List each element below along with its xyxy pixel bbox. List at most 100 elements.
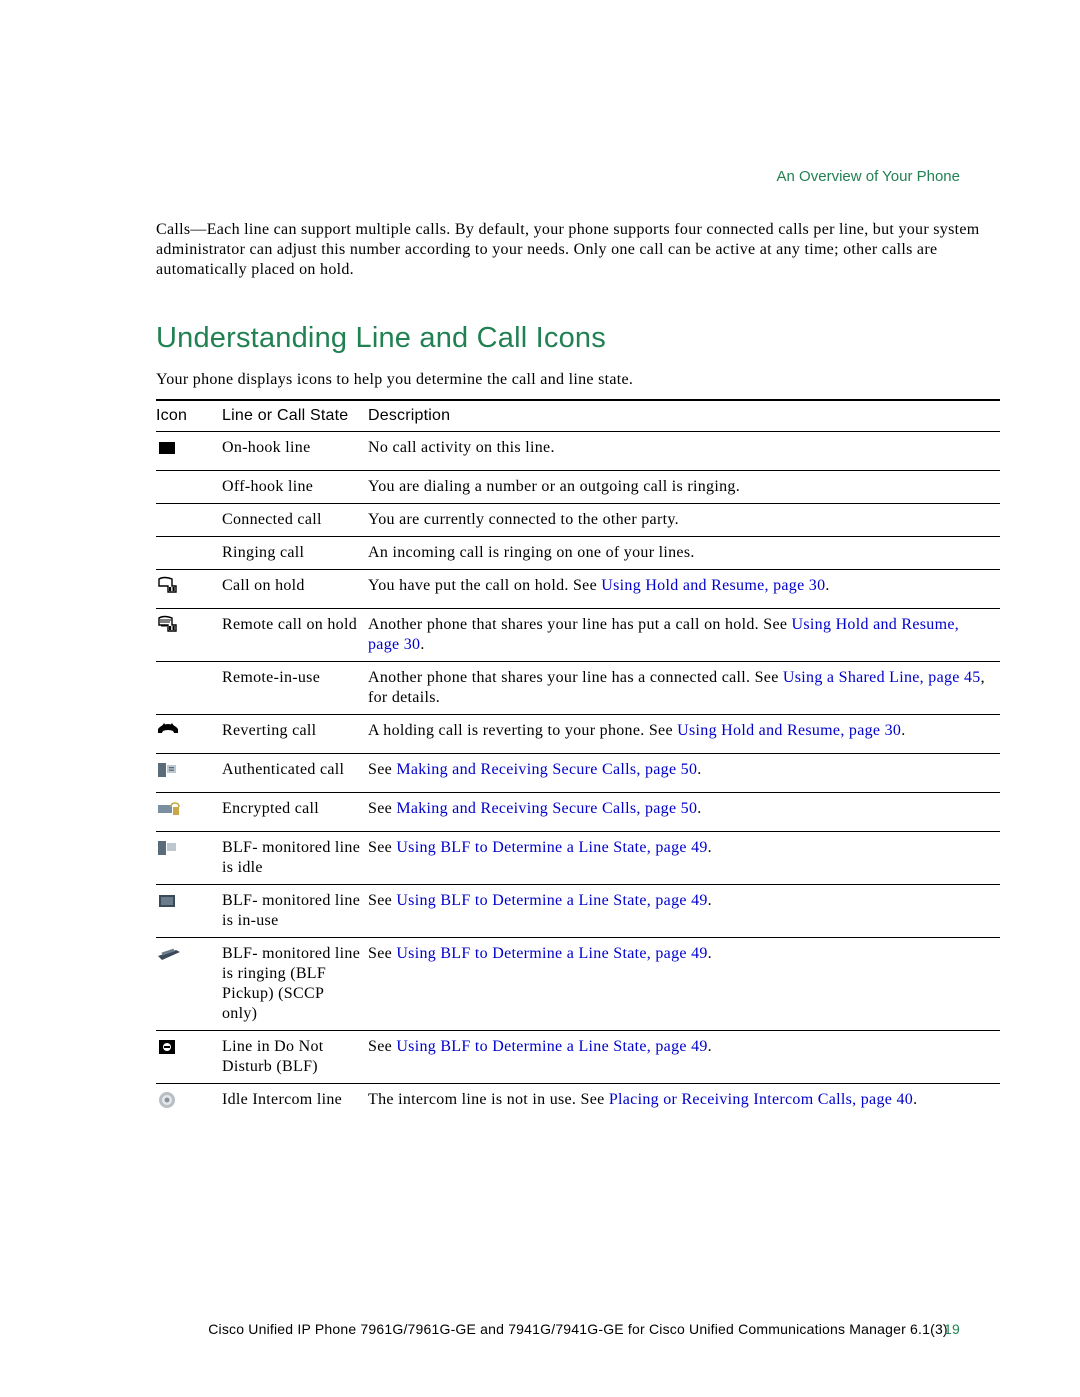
table-row: Connected callYou are currently connecte…	[156, 504, 1000, 537]
blf-ringing-icon	[156, 944, 182, 964]
row-description: A holding call is reverting to your phon…	[368, 715, 1000, 754]
table-row: Idle Intercom lineThe intercom line is n…	[156, 1084, 1000, 1123]
table-row: Remote call on holdAnother phone that sh…	[156, 609, 1000, 662]
row-state: Call on hold	[222, 570, 368, 609]
encrypted-icon	[156, 799, 182, 819]
desc-cross-reference-link[interactable]: Using BLF to Determine a Line State, pag…	[396, 892, 707, 909]
row-icon-cell	[156, 471, 222, 504]
col-header-desc: Description	[368, 400, 1000, 432]
row-icon-cell	[156, 715, 222, 754]
remote-hold-icon	[156, 615, 182, 635]
intercom-idle-icon	[156, 1090, 182, 1110]
auth-icon	[156, 760, 182, 780]
desc-text-post: .	[825, 577, 829, 594]
row-state: Off-hook line	[222, 471, 368, 504]
table-row: Call on holdYou have put the call on hol…	[156, 570, 1000, 609]
row-state: Idle Intercom line	[222, 1084, 368, 1123]
row-state: Reverting call	[222, 715, 368, 754]
footer-page-number: 19	[944, 1321, 960, 1337]
hold-icon	[156, 576, 182, 596]
table-row: Encrypted callSee Making and Receiving S…	[156, 793, 1000, 832]
row-icon-cell	[156, 570, 222, 609]
row-icon-cell	[156, 662, 222, 715]
desc-text: You have put the call on hold. See	[368, 577, 601, 594]
row-icon-cell	[156, 609, 222, 662]
desc-text: No call activity on this line.	[368, 439, 555, 456]
footer-text: Cisco Unified IP Phone 7961G/7961G-GE an…	[208, 1321, 948, 1337]
desc-text-post: .	[697, 800, 701, 817]
desc-text: See	[368, 839, 396, 856]
desc-cross-reference-link[interactable]: Using BLF to Determine a Line State, pag…	[396, 945, 707, 962]
table-row: BLF- monitored line is idleSee Using BLF…	[156, 832, 1000, 885]
col-header-icon: Icon	[156, 400, 222, 432]
row-description: You have put the call on hold. See Using…	[368, 570, 1000, 609]
table-row: Line in Do Not Disturb (BLF)See Using BL…	[156, 1031, 1000, 1084]
row-state: Encrypted call	[222, 793, 368, 832]
section-heading: Understanding Line and Call Icons	[156, 322, 1000, 355]
row-state: Connected call	[222, 504, 368, 537]
row-description: Another phone that shares your line has …	[368, 609, 1000, 662]
blf-idle-icon	[156, 838, 182, 858]
desc-cross-reference-link[interactable]: Using a Shared Line, page 45	[783, 669, 981, 686]
desc-cross-reference-link[interactable]: Making and Receiving Secure Calls, page …	[396, 800, 697, 817]
table-row: On-hook lineNo call activity on this lin…	[156, 432, 1000, 471]
desc-text: You are dialing a number or an outgoing …	[368, 478, 740, 495]
row-icon-cell	[156, 832, 222, 885]
row-description: No call activity on this line.	[368, 432, 1000, 471]
row-icon-cell	[156, 504, 222, 537]
desc-text-post: .	[708, 839, 712, 856]
row-state: BLF- monitored line is ringing (BLF Pick…	[222, 938, 368, 1031]
row-description: The intercom line is not in use. See Pla…	[368, 1084, 1000, 1123]
row-description: See Using BLF to Determine a Line State,…	[368, 832, 1000, 885]
desc-cross-reference-link[interactable]: Using Hold and Resume, page 30	[601, 577, 825, 594]
table-row: Reverting callA holding call is revertin…	[156, 715, 1000, 754]
desc-text-post: .	[901, 722, 905, 739]
desc-text: A holding call is reverting to your phon…	[368, 722, 677, 739]
row-state: Remote call on hold	[222, 609, 368, 662]
header-section-link[interactable]: An Overview of Your Phone	[777, 168, 960, 185]
row-state: Authenticated call	[222, 754, 368, 793]
row-icon-cell	[156, 885, 222, 938]
row-state: Line in Do Not Disturb (BLF)	[222, 1031, 368, 1084]
row-description: Another phone that shares your line has …	[368, 662, 1000, 715]
table-row: BLF- monitored line is ringing (BLF Pick…	[156, 938, 1000, 1031]
desc-text: See	[368, 800, 396, 817]
desc-text: See	[368, 761, 396, 778]
icon-table: Icon Line or Call State Description On-h…	[156, 399, 1000, 1122]
row-description: See Making and Receiving Secure Calls, p…	[368, 793, 1000, 832]
desc-text: See	[368, 1038, 396, 1055]
lead-paragraph: Calls—Each line can support multiple cal…	[156, 220, 1000, 280]
desc-text-post: .	[708, 945, 712, 962]
desc-cross-reference-link[interactable]: Making and Receiving Secure Calls, page …	[396, 761, 697, 778]
desc-text: An incoming call is ringing on one of yo…	[368, 544, 695, 561]
table-row: Remote-in-useAnother phone that shares y…	[156, 662, 1000, 715]
desc-cross-reference-link[interactable]: Using BLF to Determine a Line State, pag…	[396, 839, 707, 856]
col-header-state: Line or Call State	[222, 400, 368, 432]
row-state: BLF- monitored line is idle	[222, 832, 368, 885]
desc-text-post: .	[913, 1091, 917, 1108]
desc-text-post: .	[420, 636, 424, 653]
table-row: Off-hook lineYou are dialing a number or…	[156, 471, 1000, 504]
intro-text: Your phone displays icons to help you de…	[156, 371, 1000, 389]
row-description: You are dialing a number or an outgoing …	[368, 471, 1000, 504]
table-header-row: Icon Line or Call State Description	[156, 400, 1000, 432]
desc-text-post: .	[697, 761, 701, 778]
desc-text: The intercom line is not in use. See	[368, 1091, 609, 1108]
page-footer: Cisco Unified IP Phone 7961G/7961G-GE an…	[156, 1321, 1000, 1337]
desc-text-post: .	[708, 1038, 712, 1055]
row-state: BLF- monitored line is in-use	[222, 885, 368, 938]
row-icon-cell	[156, 432, 222, 471]
desc-cross-reference-link[interactable]: Using BLF to Determine a Line State, pag…	[396, 1038, 707, 1055]
desc-cross-reference-link[interactable]: Using Hold and Resume, page 30	[677, 722, 901, 739]
desc-text: Another phone that shares your line has …	[368, 669, 783, 686]
row-description: You are currently connected to the other…	[368, 504, 1000, 537]
table-row: Authenticated callSee Making and Receivi…	[156, 754, 1000, 793]
desc-text: See	[368, 945, 396, 962]
row-icon-cell	[156, 938, 222, 1031]
row-description: See Making and Receiving Secure Calls, p…	[368, 754, 1000, 793]
row-icon-cell	[156, 1084, 222, 1123]
row-description: See Using BLF to Determine a Line State,…	[368, 885, 1000, 938]
row-icon-cell	[156, 754, 222, 793]
desc-text: You are currently connected to the other…	[368, 511, 679, 528]
desc-cross-reference-link[interactable]: Placing or Receiving Intercom Calls, pag…	[609, 1091, 913, 1108]
